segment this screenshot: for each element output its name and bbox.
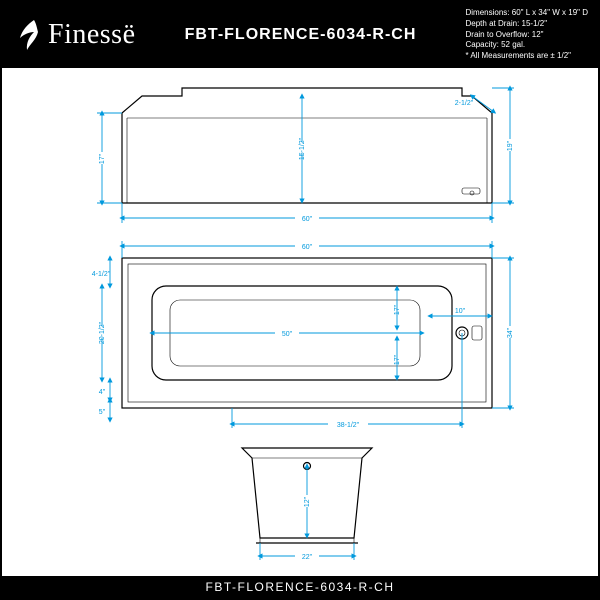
svg-text:10": 10" bbox=[455, 308, 466, 315]
dim-side-width: 22" bbox=[260, 543, 354, 562]
dim-top-length: 60" bbox=[122, 240, 492, 258]
svg-text:38-1/2": 38-1/2" bbox=[337, 422, 360, 429]
header-model-code: FBT-FLORENCE-6034-R-CH bbox=[136, 26, 466, 44]
svg-text:34": 34" bbox=[507, 327, 514, 338]
brand-name: Finessë bbox=[48, 19, 136, 51]
svg-text:50": 50" bbox=[282, 331, 293, 338]
svg-text:19": 19" bbox=[507, 140, 514, 151]
footer-model-code: FBT-FLORENCE-6034-R-CH bbox=[205, 580, 394, 594]
header-spec-list: Dimensions: 60" L x 34" W x 19" D Depth … bbox=[466, 8, 589, 62]
svg-text:22": 22" bbox=[302, 554, 313, 561]
dim-front-length: 60" bbox=[122, 203, 492, 224]
svg-text:12": 12" bbox=[304, 496, 311, 507]
svg-text:17": 17" bbox=[394, 354, 401, 365]
svg-text:4": 4" bbox=[99, 389, 106, 396]
svg-text:60": 60" bbox=[302, 244, 313, 251]
header-bar: Finessë FBT-FLORENCE-6034-R-CH Dimension… bbox=[2, 2, 598, 68]
svg-text:15-1/2": 15-1/2" bbox=[299, 137, 306, 160]
svg-text:4-1/2": 4-1/2" bbox=[92, 271, 111, 278]
dim-top-drain-offset: 10" bbox=[430, 308, 490, 316]
footer-bar: FBT-FLORENCE-6034-R-CH bbox=[2, 576, 598, 598]
svg-text:2-1/2": 2-1/2" bbox=[455, 100, 474, 107]
dim-front-apron: 15-1/2" bbox=[284, 96, 320, 201]
dim-top-inner-a: 17" bbox=[394, 288, 401, 328]
svg-text:20-1/2": 20-1/2" bbox=[99, 321, 106, 344]
dim-top-width: 34" bbox=[492, 258, 522, 408]
brand-logo-icon bbox=[12, 18, 42, 52]
brand-block: Finessë bbox=[12, 18, 136, 52]
technical-drawing-svg: 60" 17" 15-1/2" 19" 2-1/2" bbox=[2, 68, 598, 576]
dim-top-basin-length: 50" bbox=[152, 327, 422, 339]
dim-top-inner-b: 17" bbox=[394, 338, 401, 378]
svg-text:60": 60" bbox=[302, 216, 313, 223]
dim-front-flange: 19" bbox=[492, 88, 522, 203]
dim-top-basin-depth: 20-1/2" bbox=[84, 286, 120, 380]
dim-top-rim-top: 4-1/2" bbox=[92, 258, 111, 286]
dim-front-height-17: 17" bbox=[90, 113, 122, 203]
drawing-canvas: 60" 17" 15-1/2" 19" 2-1/2" bbox=[2, 68, 598, 576]
dim-side-depth: 12" bbox=[295, 466, 319, 536]
svg-text:17": 17" bbox=[394, 304, 401, 315]
dim-top-rim-bottom: 4" 5" bbox=[99, 380, 110, 420]
dim-top-drain-span: 38-1/2" bbox=[232, 333, 462, 430]
svg-text:17": 17" bbox=[99, 153, 106, 164]
svg-text:5": 5" bbox=[99, 409, 106, 416]
